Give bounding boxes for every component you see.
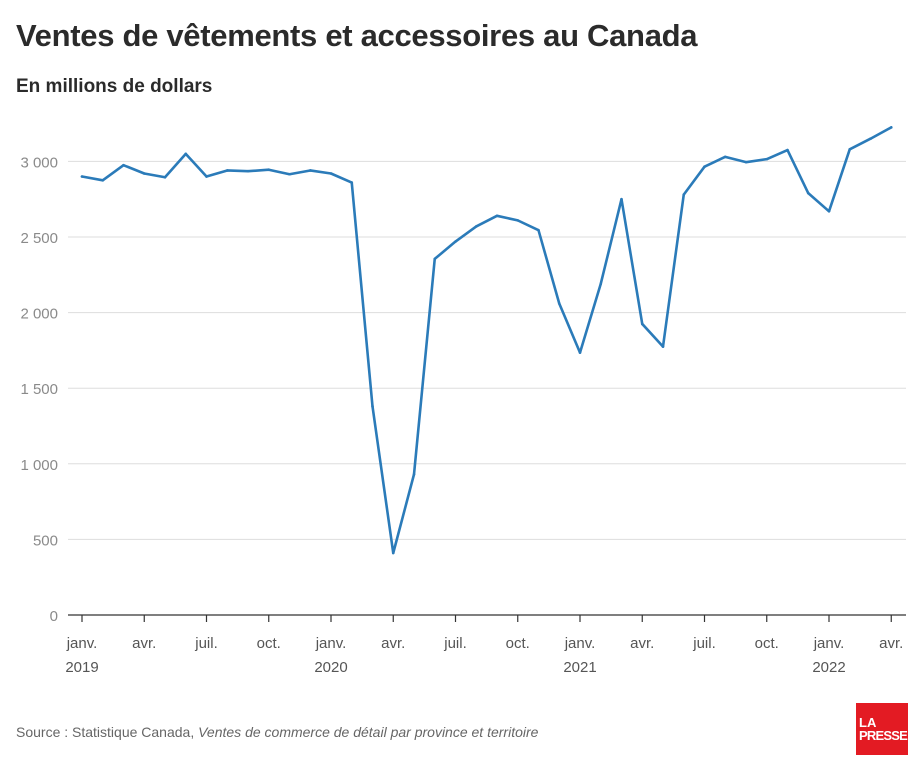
- x-tick-label: oct.: [506, 635, 530, 652]
- y-tick-label: 3 000: [20, 154, 58, 171]
- data-point: [288, 172, 291, 176]
- data-point: [371, 405, 374, 408]
- data-point: [682, 193, 686, 196]
- chart-title: Ventes de vêtements et accessoires au Ca…: [16, 18, 698, 53]
- data-point: [163, 175, 167, 179]
- data-point: [80, 175, 84, 178]
- data-point: [412, 473, 416, 476]
- line-chart: 0 500 1 000 1 500 2 000 2 500 3 000 janv. 2019 a…: [20, 126, 906, 676]
- x-year-label: 2020: [314, 659, 347, 676]
- source-note: Source : Statistique Canada, Ventes de c…: [16, 724, 538, 740]
- x-year-label: 2021: [563, 659, 596, 676]
- logo-line-2: PRESSE: [859, 728, 908, 743]
- x-tick-label: janv.: [564, 635, 596, 652]
- x-tick-label: juil.: [692, 635, 716, 652]
- y-tick-label: 0: [50, 608, 58, 625]
- data-point: [557, 302, 561, 305]
- data-point: [889, 126, 893, 129]
- data-point: [101, 179, 105, 182]
- data-point: [205, 175, 208, 178]
- chart-subtitle: En millions de dollars: [16, 76, 213, 97]
- data-point: [827, 209, 831, 213]
- data-point: [122, 163, 125, 167]
- x-tick-label: janv.: [315, 635, 347, 652]
- data-point: [433, 257, 437, 261]
- data-point: [723, 155, 727, 159]
- data-point: [184, 152, 188, 156]
- x-tick-label: oct.: [755, 635, 779, 652]
- data-point: [350, 181, 354, 184]
- data-point: [537, 228, 540, 232]
- x-year-label: 2019: [65, 659, 98, 676]
- data-point: [308, 169, 312, 172]
- data-point: [578, 351, 582, 354]
- y-tick-label: 2 000: [20, 306, 58, 323]
- y-tick-label: 1 500: [20, 381, 58, 398]
- x-year-label: 2022: [812, 659, 845, 676]
- data-point: [661, 345, 665, 348]
- data-point: [516, 219, 520, 222]
- la-presse-logo: LA PRESSE: [856, 703, 908, 755]
- x-tick-label: oct.: [257, 635, 281, 652]
- data-point: [454, 240, 457, 243]
- data-point: [869, 137, 872, 141]
- x-tick-label: janv.: [66, 635, 98, 652]
- data-point: [765, 157, 769, 161]
- y-tick-label: 1 000: [20, 457, 58, 474]
- series-line: [80, 126, 893, 555]
- data-point: [703, 165, 706, 168]
- source-prefix: Source : Statistique Canada,: [16, 724, 199, 740]
- x-tick-label: avr.: [132, 635, 156, 652]
- data-point: [620, 197, 623, 201]
- data-point: [225, 169, 229, 172]
- x-tick-label: avr.: [879, 635, 903, 652]
- x-tick-label: avr.: [381, 635, 405, 652]
- data-point: [267, 168, 271, 172]
- data-point: [744, 160, 748, 164]
- series-group: [80, 126, 893, 555]
- x-tick-label: janv.: [813, 635, 845, 652]
- data-point: [806, 191, 810, 195]
- data-point: [640, 322, 644, 326]
- source-reference: Ventes de commerce de détail par provinc…: [198, 724, 539, 740]
- x-tick-label: juil.: [443, 635, 467, 652]
- logo-line-1: LA: [859, 715, 877, 730]
- data-point: [474, 225, 478, 228]
- data-point: [329, 172, 333, 175]
- x-tick-label: juil.: [194, 635, 218, 652]
- x-axis: janv. 2019 avr. juil. oct. janv. 2020 avr. juil.…: [65, 614, 906, 676]
- x-tick-label: avr.: [630, 635, 654, 652]
- data-point: [391, 551, 395, 555]
- y-axis-ticks: 0 500 1 000 1 500 2 000 2 500 3 000: [20, 154, 58, 625]
- gridlines: [68, 160, 906, 540]
- data-point: [495, 214, 499, 218]
- data-point: [246, 169, 250, 173]
- data-point: [786, 148, 789, 152]
- y-tick-label: 2 500: [20, 230, 58, 247]
- data-point: [848, 148, 852, 151]
- data-point: [599, 282, 603, 286]
- y-tick-label: 500: [33, 532, 58, 549]
- data-point: [142, 172, 146, 175]
